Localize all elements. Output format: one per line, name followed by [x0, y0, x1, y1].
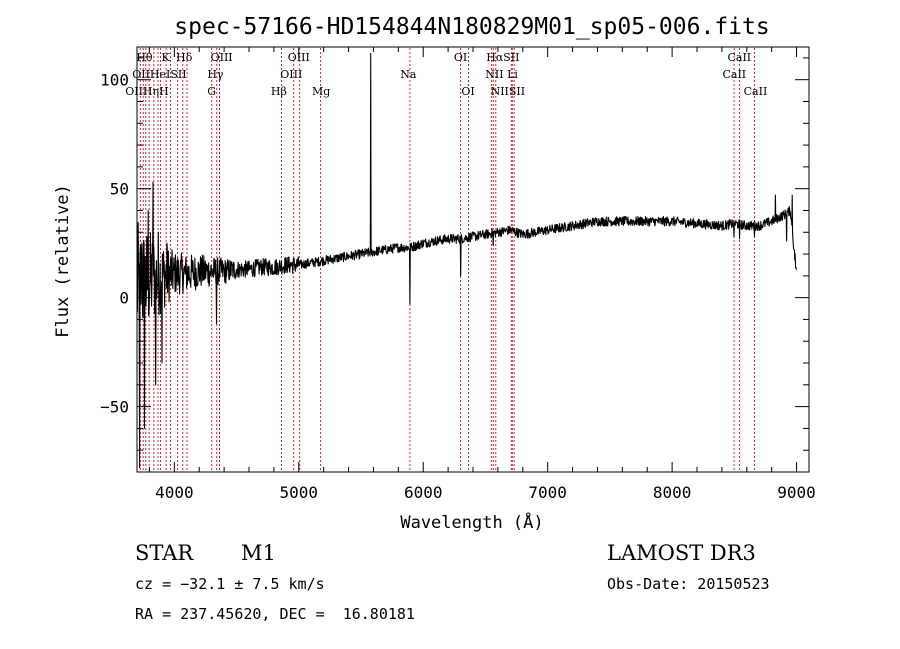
marker-label-9: Hγ [207, 68, 224, 81]
spectrum-line [136, 52, 797, 469]
marker-label-11: Na [400, 68, 417, 81]
marker-label-20: CaII [744, 85, 768, 98]
line-marker-labels: Hθ K Hδ OIII OIII OI HαSII CaII OIIHeISII Hγ OIII N… [125, 51, 767, 98]
x-axis-label: Wavelength (Å) [400, 511, 543, 533]
marker-label-16: Hβ [271, 85, 287, 98]
observation-date: Obs-Date: 20150523 [607, 575, 770, 593]
y-tick-label-2: 50 [110, 180, 129, 199]
marker-label-5: OI [454, 51, 467, 64]
object-class: STAR [135, 541, 194, 565]
plot-axes: 4000 5000 6000 7000 8000 9000 −50 0 50 100 [100, 46, 816, 502]
marker-label-15: G [207, 85, 216, 98]
marker-label-13: CaII [722, 68, 746, 81]
spectrum-series [136, 52, 797, 469]
y-tick-label-3: 100 [100, 71, 129, 90]
chart-title: spec-57166-HD154844N180829M01_sp05-006.f… [174, 14, 769, 40]
x-tick-label-1: 5000 [280, 483, 319, 502]
marker-label-3: OIII [211, 51, 233, 64]
marker-label-17: Mg [312, 85, 330, 98]
x-tick-label-3: 7000 [528, 483, 567, 502]
x-tick-label-4: 8000 [653, 483, 692, 502]
marker-label-2: Hδ [176, 51, 193, 64]
y-axis-label: Flux (relative) [53, 184, 73, 338]
marker-label-19: NIISII [491, 85, 526, 98]
marker-label-10: OIII [280, 68, 302, 81]
marker-label-14: OIIHηH [125, 85, 168, 98]
emission-line-markers [139, 48, 755, 471]
marker-label-12: NII Li [485, 68, 518, 81]
marker-label-0: Hθ [136, 51, 153, 64]
marker-label-8: OIIHeISII [132, 68, 186, 81]
survey-name: LAMOST DR3 [607, 541, 756, 565]
marker-label-7: CaII [727, 51, 751, 64]
object-subclass: M1 [241, 541, 276, 565]
y-tick-label-0: −50 [100, 398, 129, 417]
x-tick-label-0: 4000 [155, 483, 194, 502]
ra-dec-coordinates: RA = 237.45620, DEC = 16.80181 [135, 605, 415, 623]
redshift-cz: cz = −32.1 ± 7.5 km/s [135, 575, 325, 593]
plot-frame [136, 46, 810, 473]
y-tick-label-1: 0 [119, 289, 129, 308]
marker-label-18: OI [461, 85, 474, 98]
marker-label-4: OIII [288, 51, 310, 64]
x-tick-label-2: 6000 [404, 483, 443, 502]
x-tick-label-5: 9000 [777, 483, 816, 502]
marker-label-1: K [162, 51, 171, 64]
marker-label-6: HαSII [486, 51, 519, 64]
